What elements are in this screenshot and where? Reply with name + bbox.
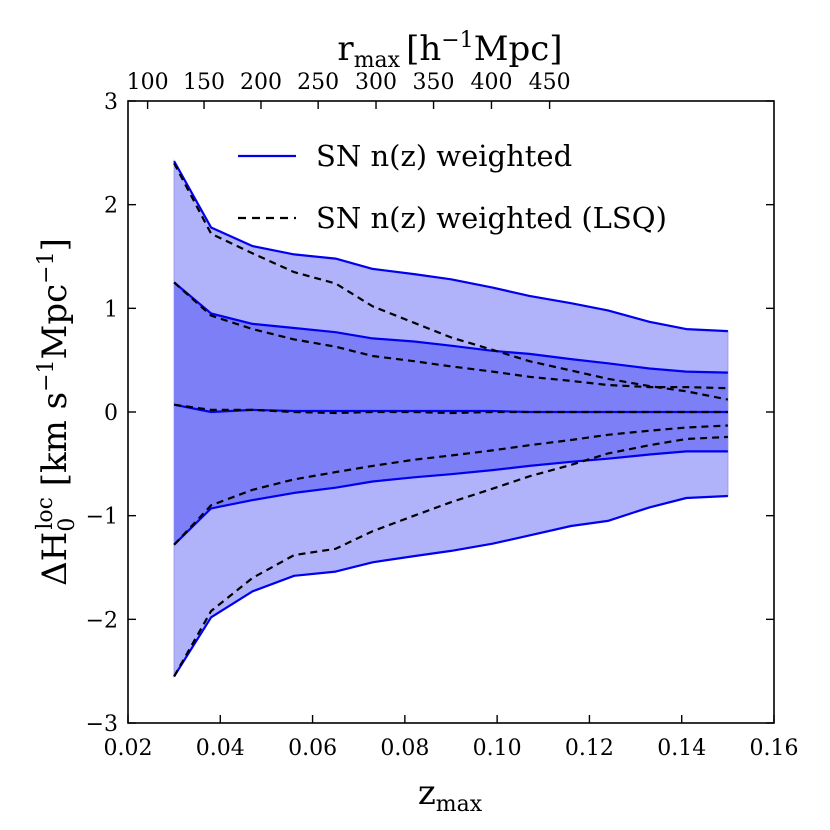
weighted-lsq-lower-1sigma-line <box>173 424 728 546</box>
x-tick-label: 0.06 <box>288 736 337 761</box>
weighted-lsq-mean-line <box>173 403 728 415</box>
x-axis-title: zmax <box>418 773 483 817</box>
top-tick-label: 100 <box>127 70 169 95</box>
weighted-lsq-lower-2sigma-line <box>173 435 728 677</box>
weighted-upper-1sigma-line <box>173 281 728 374</box>
top-tick-label: 300 <box>355 70 397 95</box>
y-tick-label: −2 <box>86 608 118 633</box>
x-tick-label: 0.16 <box>750 736 799 761</box>
confidence-bands <box>173 159 729 679</box>
legend-label-weighted: SN n(z) weighted <box>316 139 572 173</box>
x-tick-label: 0.08 <box>380 736 429 761</box>
data-lines <box>173 160 729 677</box>
weighted-lsq-upper-2sigma-line <box>173 162 729 401</box>
y-tick-label: 3 <box>104 90 118 115</box>
legend: SN n(z) weighted SN n(z) weighted (LSQ) <box>238 139 667 235</box>
top-tick-label: 200 <box>240 70 282 95</box>
y-tick-label: −1 <box>86 505 118 530</box>
axis-ticks <box>127 100 775 724</box>
weighted-lsq-upper-1sigma-line <box>173 281 728 390</box>
x-tick-label: 0.14 <box>657 736 706 761</box>
top-tick-label: 250 <box>297 70 339 95</box>
y-tick-label: 0 <box>104 401 118 426</box>
y-axis-title: ΔH0loc [km s−1Mpc−1] <box>33 238 80 586</box>
x-tick-label: 0.02 <box>104 736 153 761</box>
legend-label-weighted-lsq: SN n(z) weighted (LSQ) <box>316 201 667 235</box>
top-axis-title: rmax [h−1Mpc] <box>337 28 562 73</box>
x-tick-label: 0.04 <box>196 736 245 761</box>
y-tick-label: 1 <box>104 297 118 322</box>
y-tick-label: 2 <box>104 194 118 219</box>
weighted-upper-2sigma-line <box>173 160 728 333</box>
top-tick-label: 450 <box>529 70 571 95</box>
x-tick-label: 0.10 <box>473 736 522 761</box>
weighted-lower-2sigma-line <box>173 494 728 677</box>
top-tick-label: 350 <box>413 70 455 95</box>
top-tick-label: 150 <box>183 70 225 95</box>
y-tick-label: −3 <box>86 712 118 737</box>
weighted-lower-1sigma-line <box>173 450 728 546</box>
x-tick-label: 0.12 <box>565 736 614 761</box>
top-tick-label: 400 <box>470 70 512 95</box>
